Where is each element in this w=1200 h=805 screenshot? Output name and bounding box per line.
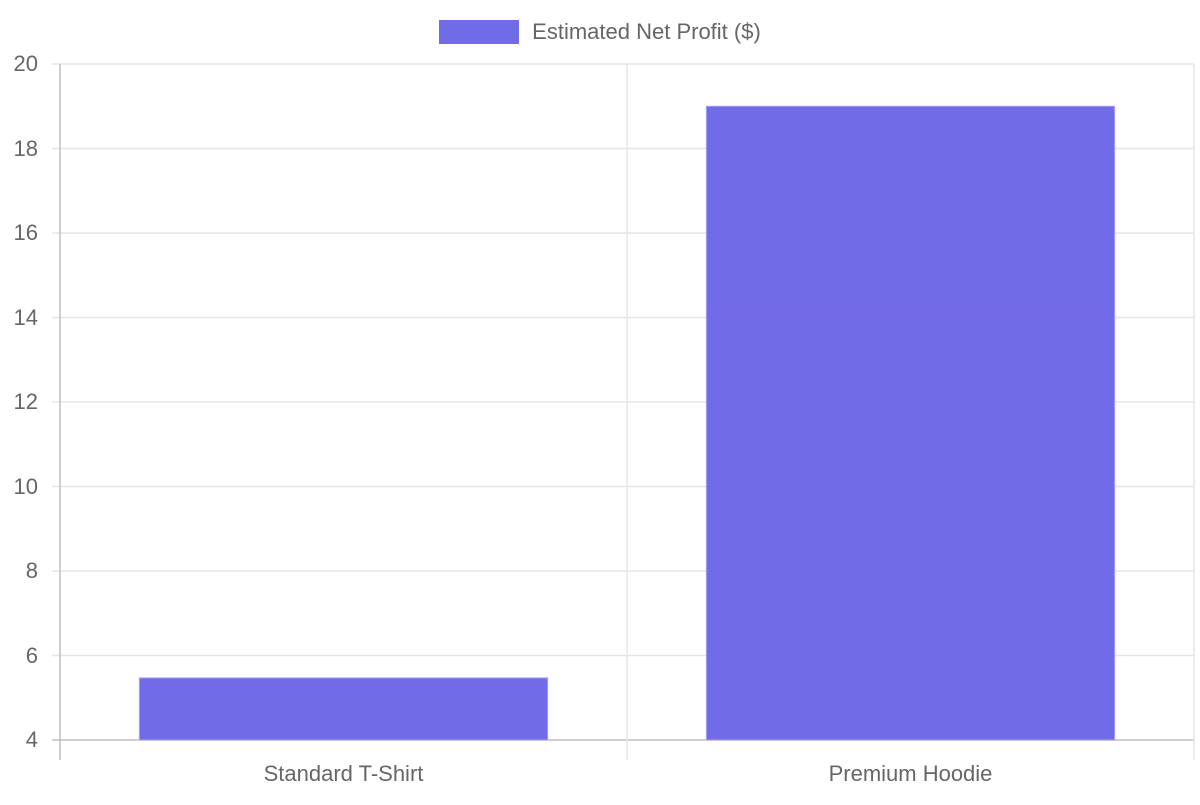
- y-tick-label: 16: [13, 220, 38, 245]
- y-tick-label: 6: [25, 642, 38, 668]
- legend-label: Estimated Net Profit ($): [532, 19, 761, 44]
- legend[interactable]: Estimated Net Profit ($): [0, 19, 1200, 44]
- y-tick-label: 20: [13, 51, 38, 76]
- y-tick-label: 4: [25, 727, 38, 752]
- y-tick-label: 12: [13, 389, 38, 414]
- y-tick-label: 8: [25, 558, 38, 583]
- x-tick-label: Premium Hoodie: [828, 761, 993, 786]
- y-tick-label: 10: [13, 473, 38, 499]
- y-tick-label: 14: [13, 304, 38, 330]
- legend-swatch: [439, 20, 520, 44]
- bar: [705, 105, 1116, 741]
- y-tick-label: 18: [13, 135, 38, 161]
- x-tick-label: Standard T-Shirt: [263, 761, 424, 786]
- bar: [138, 677, 549, 741]
